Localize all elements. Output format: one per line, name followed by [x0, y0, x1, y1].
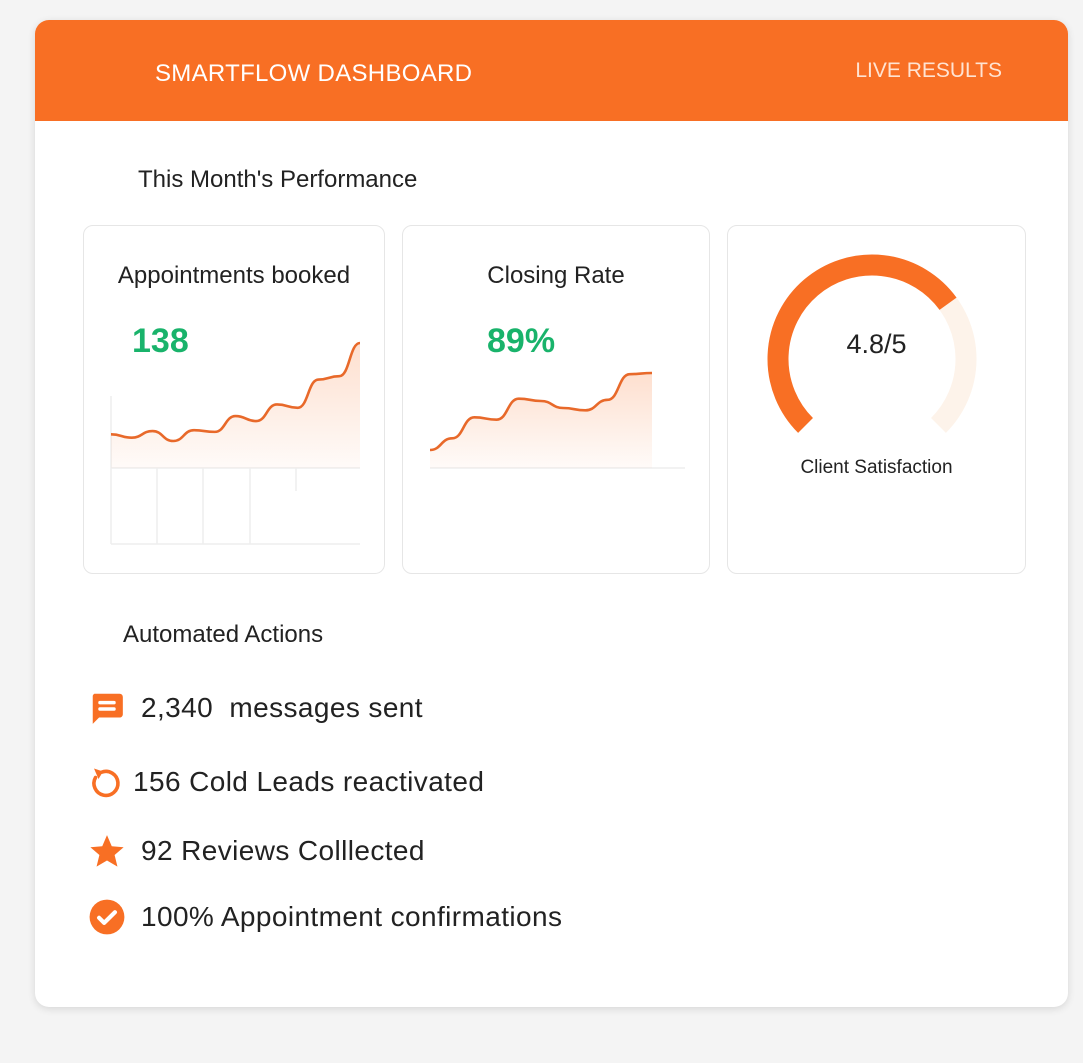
sparkline-line — [110, 341, 361, 443]
sparkline-area — [430, 373, 652, 468]
gauge-fill — [767, 254, 957, 433]
closing-rate-label: Closing Rate — [487, 262, 625, 289]
action-reviews: 92 Reviews Colllected — [87, 831, 425, 871]
satisfaction-label: Client Satisfaction — [800, 457, 953, 478]
refresh-icon — [87, 762, 125, 802]
sparkline-area — [111, 343, 360, 468]
appointments-sparkline — [110, 341, 361, 545]
appointments-value: 138 — [132, 322, 189, 360]
action-text: 92 Reviews Colllected — [141, 835, 425, 866]
header: SMARTFLOW DASHBOARD LIVE RESULTS — [35, 20, 1068, 121]
closing-rate-value: 89% — [487, 322, 556, 360]
star-icon — [87, 831, 127, 871]
live-results-link[interactable]: LIVE RESULTS — [855, 59, 1002, 82]
satisfaction-value: 4.8/5 — [846, 329, 907, 359]
actions-heading: Automated Actions — [123, 621, 324, 648]
action-text: 100% Appointment confirmations — [141, 901, 563, 932]
check-circle-icon — [87, 897, 127, 937]
action-messages: 2,340 messages sent — [87, 688, 423, 728]
dashboard-card: SMARTFLOW DASHBOARD LIVE RESULTS This Mo… — [35, 20, 1068, 1007]
action-confirmations: 100% Appointment confirmations — [87, 897, 562, 937]
action-text: 156 Cold Leads reactivated — [133, 766, 485, 797]
message-icon — [87, 688, 127, 728]
satisfaction-gauge — [767, 254, 977, 433]
closing-rate-card: Closing Rate 89% — [402, 225, 710, 574]
dashboard-title: SMARTFLOW DASHBOARD — [155, 60, 473, 87]
performance-heading: This Month's Performance — [138, 166, 418, 193]
action-text: 2,340 messages sent — [141, 692, 423, 723]
appointments-label: Appointments booked — [117, 262, 351, 289]
action-leads: 156 Cold Leads reactivated — [87, 762, 484, 802]
satisfaction-card: 4.8/5 Client Satisfaction — [727, 225, 1026, 574]
sparkline-line — [429, 371, 653, 452]
closing-rate-sparkline — [429, 371, 685, 469]
appointments-card: Appointments booked 138 — [83, 225, 385, 574]
